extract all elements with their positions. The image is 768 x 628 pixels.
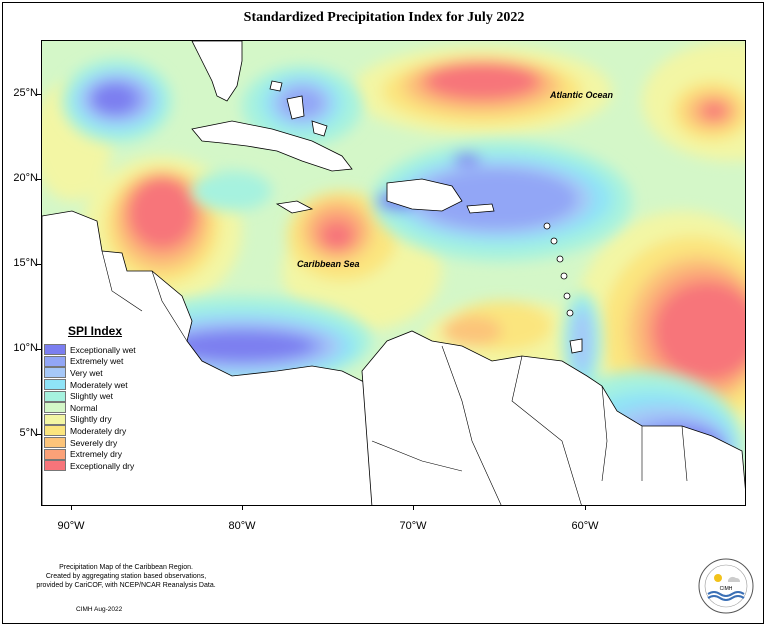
lat-tick-mark <box>37 349 41 350</box>
legend-label: Moderately wet <box>70 379 128 390</box>
bahamas-island <box>269 80 283 92</box>
spi-legend: SPI Index Exceptionally wet Extremely wet… <box>44 324 192 472</box>
cimh-logo-icon: CIMH <box>698 558 754 614</box>
legend-item: Extremely wet <box>44 355 192 368</box>
lon-tick-label: 70°W <box>399 520 427 532</box>
legend-swatch <box>44 437 66 449</box>
country-borders <box>101 250 688 505</box>
legend-swatch <box>44 344 66 356</box>
lat-tick-label: 20°N <box>13 172 38 184</box>
antilles-island <box>543 222 551 230</box>
legend-item: Moderately dry <box>44 425 192 437</box>
jamaica-landmass <box>275 200 314 214</box>
legend-label: Moderately dry <box>70 425 127 436</box>
lat-tick-mark <box>37 94 41 95</box>
land-masses <box>42 41 745 505</box>
legend-label: Exceptionally dry <box>70 460 135 471</box>
lat-tick-mark <box>37 434 41 435</box>
legend-swatch <box>44 390 66 402</box>
florida-landmass <box>191 41 243 102</box>
legend-swatch <box>44 448 66 460</box>
legend-label: Slightly dry <box>70 414 112 425</box>
antilles-island <box>563 292 571 300</box>
legend-swatch <box>44 367 66 379</box>
legend-label: Severely dry <box>70 437 118 448</box>
legend-label: Exceptionally wet <box>70 344 136 355</box>
antilles-island <box>560 272 568 280</box>
footer-line: Precipitation Map of the Caribbean Regio… <box>59 564 193 571</box>
legend-item: Exceptionally wet <box>44 344 192 356</box>
legend-swatch <box>44 425 66 437</box>
lat-tick-label: 25°N <box>13 87 38 99</box>
lon-tick-label: 90°W <box>57 520 85 532</box>
lon-tick-mark <box>413 506 414 510</box>
antilles-island <box>556 255 564 263</box>
legend-label: Very wet <box>70 367 103 378</box>
cuba-landmass <box>191 120 353 172</box>
cimh-logo: CIMH <box>698 558 754 614</box>
legend-rows: Exceptionally wet Extremely wet Very wet Mo… <box>44 344 192 472</box>
legend-label: Extremely wet <box>70 356 124 367</box>
footer-line: provided by CariCOF, with NCEP/NCAR Rean… <box>36 582 216 589</box>
footer-notes: Precipitation Map of the Caribbean Regio… <box>16 563 236 590</box>
spi-map <box>41 40 746 506</box>
lon-tick-label: 80°W <box>228 520 256 532</box>
lat-tick-label: 15°N <box>13 257 38 269</box>
legend-item: Moderately wet <box>44 379 192 391</box>
legend-item: Slightly dry <box>44 413 192 426</box>
legend-title: SPI Index <box>68 324 123 338</box>
legend-swatch <box>44 402 66 414</box>
trinidad-landmass <box>569 338 583 354</box>
lat-tick-mark <box>37 179 41 180</box>
legend-label: Slightly wet <box>70 391 113 402</box>
lat-tick-label: 10°N <box>13 342 38 354</box>
lat-tick-mark <box>37 264 41 265</box>
spi-dry-zones <box>42 41 745 451</box>
lon-tick-mark <box>71 506 72 510</box>
lon-tick-mark <box>242 506 243 510</box>
spi-map-svg <box>42 41 745 505</box>
logo-text: CIMH <box>720 586 733 592</box>
puerto-rico-landmass <box>466 203 495 214</box>
lon-tick-mark <box>585 506 586 510</box>
antilles-island <box>550 237 558 245</box>
lon-tick-label: 60°W <box>571 520 599 532</box>
legend-item: Severely dry <box>44 437 192 449</box>
legend-swatch <box>44 460 66 472</box>
page-title: Standardized Precipitation Index for Jul… <box>243 10 525 25</box>
south-america-landmass <box>361 330 745 505</box>
legend-item: Very wet <box>44 367 192 379</box>
legend-swatch <box>44 379 66 391</box>
legend-swatch <box>44 355 66 367</box>
caribbean-sea-label: Caribbean Sea <box>297 259 360 269</box>
legend-item: Extremely dry <box>44 448 192 460</box>
legend-item: Normal <box>44 402 192 414</box>
legend-item: Exceptionally dry <box>44 460 192 472</box>
antilles-island <box>566 309 574 317</box>
footer-line: Created by aggregating station based obs… <box>45 573 207 580</box>
hispaniola-landmass <box>386 178 463 212</box>
legend-item: Slightly wet <box>44 390 192 402</box>
lat-tick-label: 5°N <box>19 427 38 439</box>
bahamas-island <box>311 120 328 137</box>
legend-label: Normal <box>70 402 98 413</box>
atlantic-ocean-label: Atlantic Ocean <box>550 90 614 100</box>
legend-swatch <box>44 413 66 425</box>
bahamas-island <box>286 95 305 120</box>
credit-text: CIMH Aug-2022 <box>76 606 123 613</box>
legend-label: Extremely dry <box>70 449 122 460</box>
